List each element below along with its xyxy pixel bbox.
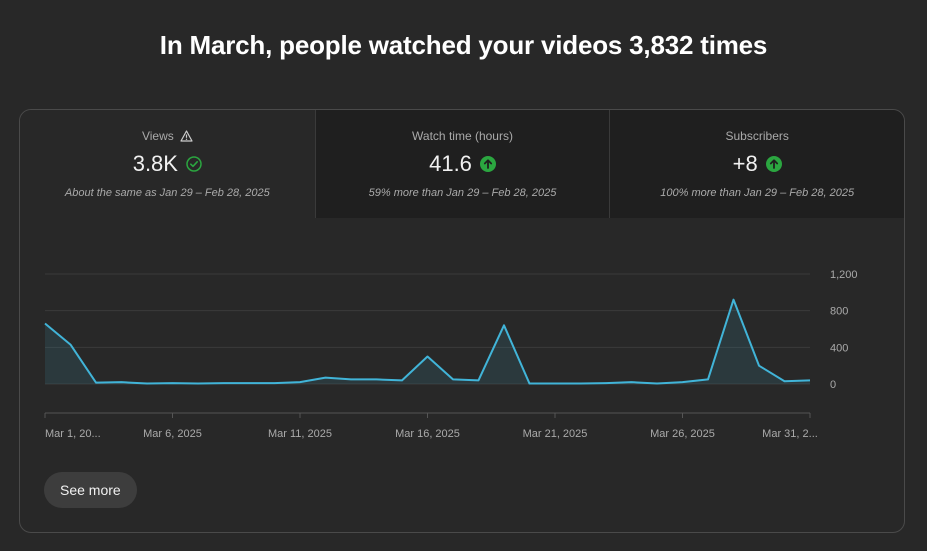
x-tick-label: Mar 11, 2025 xyxy=(268,428,332,440)
x-tick-label: Mar 26, 2025 xyxy=(650,428,715,440)
metric-value: 3.8K xyxy=(132,151,178,176)
see-more-button[interactable]: See more xyxy=(44,472,137,508)
check-circle-icon xyxy=(186,156,202,172)
metric-label: Watch time (hours) xyxy=(412,129,513,143)
page-headline: In March, people watched your videos 3,8… xyxy=(159,30,768,60)
metric-tabs: Views 3.8K About the xyxy=(20,110,904,218)
views-line-chart[interactable]: 0 400 800 1,200 Mar 1, 20... Mar 6, 2025 Mar 1… xyxy=(20,218,904,458)
metric-tab-watch-time[interactable]: Watch time (hours) 41.6 59% more than Ja… xyxy=(314,110,610,218)
metric-comparison: About the same as Jan 29 – Feb 28, 2025 xyxy=(64,187,270,199)
views-area xyxy=(45,299,810,384)
x-tick-label: Mar 1, 20... xyxy=(45,428,101,440)
y-tick-label: 400 xyxy=(830,342,848,354)
y-tick-label: 1,200 xyxy=(830,269,858,281)
metric-label: Subscribers xyxy=(725,129,789,143)
arrow-up-circle-icon xyxy=(479,156,496,172)
x-tick-label: Mar 6, 2025 xyxy=(143,428,202,440)
metric-tab-subscribers[interactable]: Subscribers +8 100% more than Jan 29 – F… xyxy=(609,110,904,218)
x-tick-label: Mar 31, 2... xyxy=(762,428,818,440)
x-tick-label: Mar 16, 2025 xyxy=(395,428,460,440)
metric-label: Views xyxy=(141,129,174,143)
y-tick-label: 800 xyxy=(830,306,848,318)
metric-tab-views[interactable]: Views 3.8K About the xyxy=(20,110,315,218)
metric-value: +8 xyxy=(732,151,758,176)
arrow-up-circle-icon xyxy=(765,156,782,172)
analytics-card: Views 3.8K About the xyxy=(19,109,905,533)
metric-value: 41.6 xyxy=(429,151,472,176)
warning-triangle-icon[interactable] xyxy=(180,130,193,142)
metric-comparison: 100% more than Jan 29 – Feb 28, 2025 xyxy=(660,187,855,199)
metric-comparison: 59% more than Jan 29 – Feb 28, 2025 xyxy=(368,187,557,199)
x-tick-label: Mar 21, 2025 xyxy=(523,428,588,440)
views-series-line xyxy=(44,298,811,385)
y-tick-label: 0 xyxy=(830,379,836,391)
